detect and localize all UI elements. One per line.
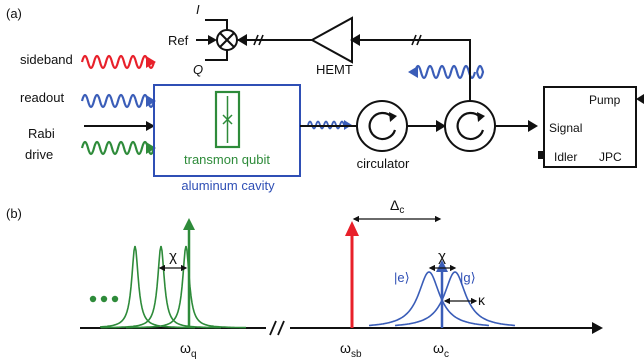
- qubit-spectrum-peaks: [100, 245, 246, 329]
- readout-label: readout: [20, 90, 64, 105]
- readout-arrowhead: [146, 95, 156, 107]
- rabi-arrowhead: [146, 142, 156, 154]
- rabi-wave: [80, 140, 156, 156]
- mixer-i-label: I: [196, 2, 200, 17]
- readout-wave: [80, 93, 156, 109]
- sideband-label: sideband: [20, 52, 73, 67]
- hemt-label: HEMT: [316, 62, 353, 77]
- circulator-1-arrow-icon: [368, 111, 397, 141]
- idler-termination: [538, 151, 545, 159]
- rabi-label-line2: drive: [25, 147, 53, 162]
- chi-right-label: χ: [438, 248, 446, 265]
- panel-a-label: (a): [6, 6, 22, 21]
- hemt-amplifier: [309, 16, 353, 64]
- circulator-2-arrow-icon: [456, 111, 485, 141]
- mixer-q-label: Q: [193, 62, 203, 77]
- omega-sb-label: ωsb: [340, 340, 362, 360]
- rabi-label-line1: Rabi: [28, 126, 55, 141]
- circulator-label: circulator: [357, 156, 410, 171]
- omega-q-label: ωq: [180, 340, 197, 360]
- state-e-label: |e⟩: [394, 270, 410, 285]
- rabi-line-arrowhead: [146, 121, 155, 131]
- jpc-idler-label: Idler: [554, 150, 577, 164]
- delta-c-label: Δc: [390, 197, 404, 216]
- frequency-axis-arrowhead: [592, 322, 603, 334]
- reflected-wave: [413, 64, 485, 80]
- mixer-ref-label: Ref: [168, 33, 189, 48]
- transmon-qubit-box: [214, 90, 241, 149]
- aluminum-cavity-label: aluminum cavity: [181, 178, 275, 193]
- jpc-pump-label: Pump: [589, 93, 621, 107]
- axis-break-mark: [269, 320, 277, 336]
- continuation-dot-1: [89, 295, 97, 303]
- state-g-label: |g⟩: [460, 270, 476, 285]
- panel-b-label: (b): [6, 206, 22, 221]
- continuation-dot-2: [100, 295, 108, 303]
- kappa-label: κ: [478, 292, 486, 308]
- circulator-1: [356, 100, 408, 152]
- cavity-spectrum-peaks: [368, 271, 516, 327]
- circulator-to-hemt-line: [352, 39, 471, 101]
- cavity-output-wave: [307, 120, 345, 130]
- jpc-box: [543, 86, 637, 168]
- jpc-name-label: JPC: [599, 150, 622, 164]
- transmon-qubit-label: transmon qubit: [184, 152, 270, 167]
- pump-input-arrowhead: [636, 94, 644, 104]
- circulator-2: [444, 100, 496, 152]
- chi-left-label: χ: [169, 248, 177, 265]
- continuation-dot-3: [111, 295, 119, 303]
- sideband-wave: [80, 54, 156, 70]
- jpc-signal-label: Signal: [549, 121, 582, 135]
- sideband-arrowhead: [146, 56, 156, 68]
- omega-c-label: ωc: [433, 340, 449, 360]
- reflected-wave-arrowhead: [408, 66, 418, 78]
- aluminum-cavity-box: [153, 84, 301, 177]
